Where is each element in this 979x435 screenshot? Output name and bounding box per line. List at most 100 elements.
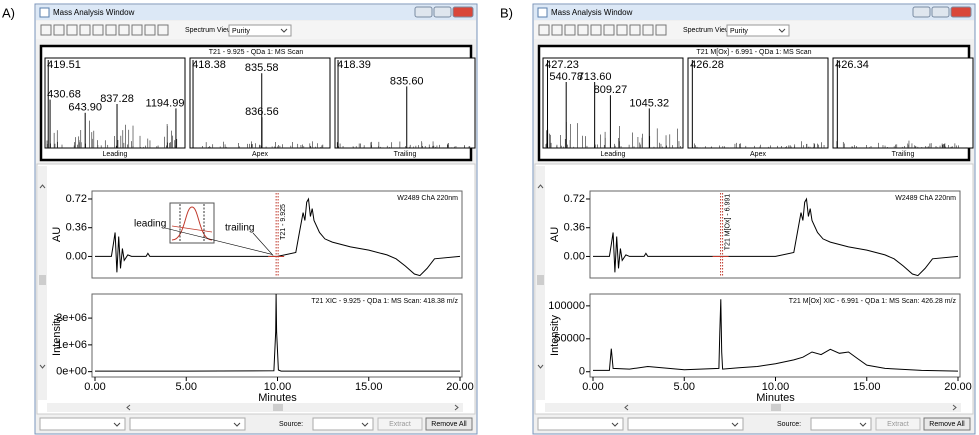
tool-icon[interactable] <box>642 24 654 36</box>
tool-icon[interactable] <box>79 24 91 36</box>
dropdown-arrow <box>859 422 867 427</box>
window-button[interactable] <box>931 6 950 18</box>
dropdown[interactable] <box>129 417 246 431</box>
dropdown[interactable] <box>312 417 374 431</box>
x-tick-label: 20.00 <box>446 381 474 393</box>
tool-icon[interactable] <box>92 24 104 36</box>
tool-icon[interactable] <box>53 24 65 36</box>
y-axis-label: Intensity <box>549 315 561 356</box>
panel-caption: Apex <box>750 151 766 158</box>
window-button[interactable] <box>433 6 452 18</box>
peak-label: 418.39 <box>337 59 371 71</box>
tool-icon[interactable] <box>144 24 156 36</box>
peak-label: 540.78 <box>549 71 583 83</box>
v-scroll-thumb[interactable] <box>39 275 46 285</box>
dropdown[interactable] <box>39 417 126 431</box>
marker-label: T21 M[Ox] - 6.991 <box>724 194 731 251</box>
tool-icon[interactable] <box>564 24 576 36</box>
tool-icon[interactable] <box>66 24 78 36</box>
plot-panel <box>589 190 961 279</box>
peak-label: 419.51 <box>47 59 81 71</box>
y-tick-label: 0.00 <box>564 250 585 262</box>
tool-icon[interactable] <box>551 24 563 36</box>
h-scrollbar <box>47 403 463 412</box>
leader <box>164 227 273 255</box>
dropdown-arrow <box>731 422 739 427</box>
h-scroll-thumb[interactable] <box>273 404 283 411</box>
y-axis-label: AU <box>51 227 63 242</box>
tool-icon[interactable] <box>616 24 628 36</box>
annotation: leading <box>134 219 166 230</box>
dropdown[interactable] <box>810 417 872 431</box>
leader <box>252 232 274 256</box>
marker-label: T21 - 9.925 <box>280 204 287 240</box>
close-button[interactable] <box>452 6 474 18</box>
tool-icon[interactable] <box>577 24 589 36</box>
title-bar <box>534 5 974 20</box>
y-tick-label: 0e+00 <box>56 366 87 378</box>
peak-label: 713.60 <box>578 71 612 83</box>
extract-button[interactable] <box>875 417 921 431</box>
trace <box>593 299 959 372</box>
tool-icon[interactable] <box>629 24 641 36</box>
spectrum-view-select[interactable] <box>726 24 790 37</box>
window-button[interactable] <box>414 6 433 18</box>
close-button[interactable] <box>950 6 972 18</box>
v-scroll-thumb[interactable] <box>537 275 544 285</box>
x-tick-label: 0.00 <box>582 381 603 393</box>
app-icon <box>39 7 50 18</box>
panel-caption: Apex <box>252 151 268 158</box>
peak-label: 426.34 <box>835 59 869 71</box>
trace <box>95 293 460 372</box>
h-scroll-thumb[interactable] <box>771 404 781 411</box>
dropdown-arrow <box>113 422 121 427</box>
remove-all-button[interactable] <box>923 417 971 431</box>
dropdown-arrow <box>778 28 786 33</box>
y-tick-label: 2e+06 <box>56 312 87 324</box>
peak-label: 1045.32 <box>629 97 669 109</box>
source-label: Source: <box>777 421 801 428</box>
tool-icon[interactable] <box>590 24 602 36</box>
y-tick-label: 0.36 <box>564 222 585 234</box>
dropdown-arrow <box>361 422 369 427</box>
tool-icon[interactable] <box>157 24 169 36</box>
remove-all-button[interactable] <box>425 417 473 431</box>
extract-button[interactable] <box>377 417 423 431</box>
y-tick-label: 50000 <box>554 333 585 345</box>
window-title: Mass Analysis Window <box>53 8 135 17</box>
tool-icon[interactable] <box>105 24 117 36</box>
x-axis-label: Minutes <box>258 392 297 404</box>
window-title: Mass Analysis Window <box>551 8 633 17</box>
tool-icon[interactable] <box>603 24 615 36</box>
y-tick-label: 0.72 <box>564 193 585 205</box>
tool-icon[interactable] <box>118 24 130 36</box>
x-tick-label: 15.00 <box>853 381 881 393</box>
spectrum-view-select[interactable] <box>228 24 292 37</box>
peak-label: 835.60 <box>390 75 424 87</box>
spectrum-title: T21 - 9.925 - QDa 1: MS Scan <box>209 49 304 56</box>
source-label: Source: <box>279 421 303 428</box>
tool-icon[interactable] <box>40 24 52 36</box>
remove-all-label: Remove All <box>929 421 965 428</box>
spectrum-panel <box>189 57 331 149</box>
window-button[interactable] <box>912 6 931 18</box>
plot-panel <box>91 190 463 279</box>
scroll-left <box>624 404 629 411</box>
spectrum-view-value: Purity <box>730 28 748 35</box>
tool-icon[interactable] <box>538 24 550 36</box>
dropdown-arrow <box>611 422 619 427</box>
tool-icon[interactable] <box>655 24 667 36</box>
peak-label: 837.28 <box>100 93 134 105</box>
y-axis-label: Intensity <box>51 315 63 356</box>
extract-label: Extract <box>389 421 411 428</box>
panel-caption: Trailing <box>892 151 915 158</box>
tool-icon[interactable] <box>131 24 143 36</box>
x-axis-label: Minutes <box>756 392 795 404</box>
spectrum-view-label: Spectrum View <box>185 27 233 34</box>
dropdown[interactable] <box>537 417 624 431</box>
dropdown[interactable] <box>627 417 744 431</box>
x-tick-label: 0.00 <box>84 381 105 393</box>
panel-label: A) <box>2 5 15 20</box>
